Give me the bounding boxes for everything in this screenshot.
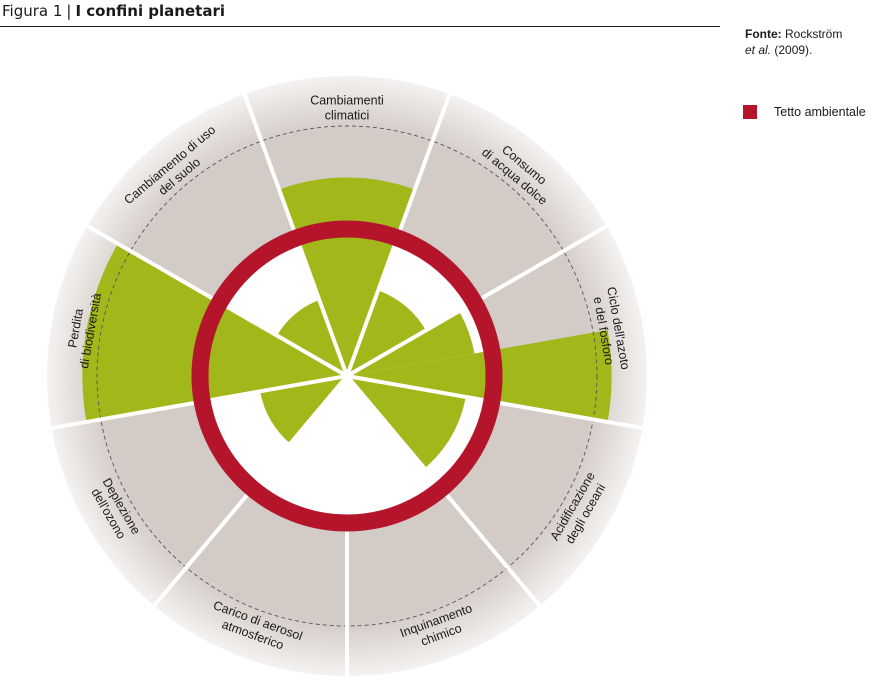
state-wedge xyxy=(276,300,347,376)
legend-swatch xyxy=(743,105,757,119)
segment-label-line: climatici xyxy=(325,109,369,123)
source-author: Rockström xyxy=(785,27,843,41)
title-separator: | xyxy=(66,2,72,20)
boundary-ring-layer xyxy=(191,220,503,532)
state-wedge xyxy=(347,290,426,376)
source-note: Fonte: Rockström et al. (2009). xyxy=(745,26,885,58)
figure-number: Figura 1 xyxy=(2,2,63,20)
segment-label-line: Cambiamenti xyxy=(310,94,384,108)
state-wedge xyxy=(260,376,347,444)
source-label: Fonte: xyxy=(745,27,782,41)
source-year: (2009). xyxy=(774,43,813,57)
state-wedge xyxy=(347,330,612,422)
source-etal: et al. xyxy=(745,43,772,57)
legend-label: Tetto ambientale xyxy=(774,105,866,119)
legend: Tetto ambientale xyxy=(743,105,866,119)
boundary-ring xyxy=(191,220,503,532)
state-wedge xyxy=(347,376,466,469)
figure-header: Figura 1 | I confini planetari xyxy=(0,0,720,27)
figure-title: Figura 1 | I confini planetari xyxy=(2,1,225,21)
segment-label-line: Perdita xyxy=(65,307,86,348)
figure-title-text: I confini planetari xyxy=(75,2,225,20)
